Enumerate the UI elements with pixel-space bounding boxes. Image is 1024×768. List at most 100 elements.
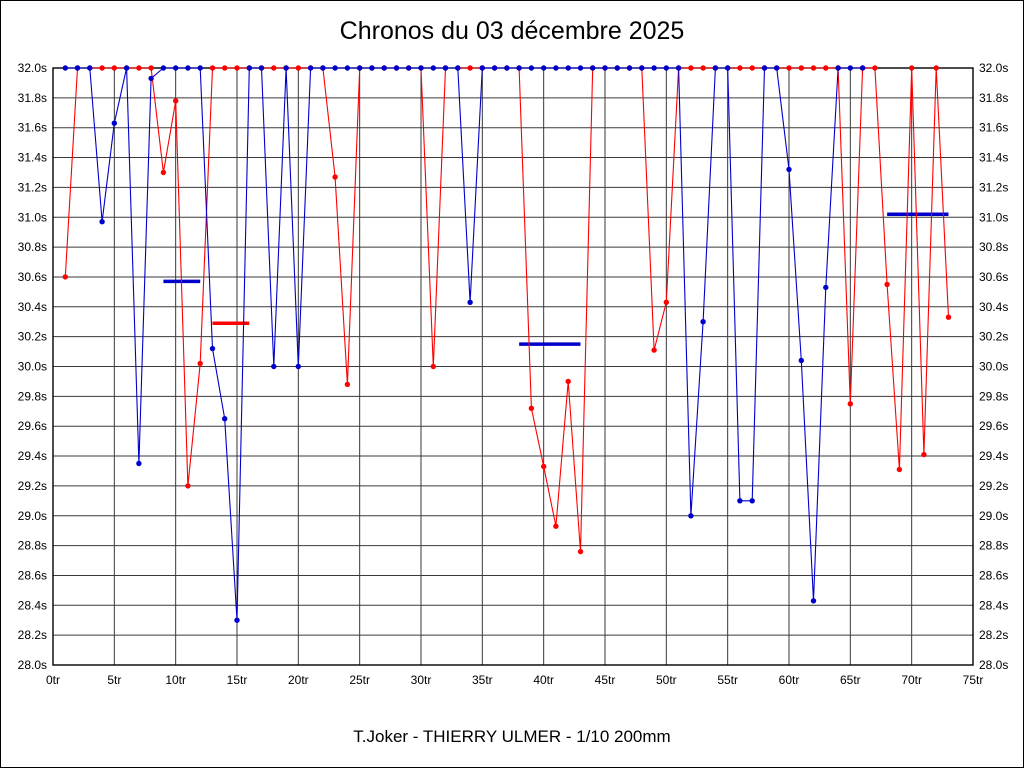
series-blue-driver-point <box>528 65 535 71</box>
x-axis-tick-label: 30tr <box>411 673 432 687</box>
series-red-driver-point <box>651 347 657 353</box>
series-blue-driver-point <box>160 65 167 71</box>
series-blue-driver-point <box>541 65 547 71</box>
series-blue-driver-point <box>737 498 743 504</box>
series-red-driver-point <box>173 98 179 104</box>
series-blue-driver-point <box>148 75 154 82</box>
y-axis-tick-label-left: 30.2s <box>18 330 47 344</box>
series-blue-driver-point <box>455 65 461 71</box>
series-blue-driver-point <box>516 65 522 71</box>
series-blue-driver-point <box>246 65 252 71</box>
x-axis-tick-label: 50tr <box>656 673 677 687</box>
series-blue-driver-point <box>111 120 118 126</box>
series-blue-driver-line <box>65 67 863 621</box>
series-red-driver-point <box>798 65 804 71</box>
series-blue-driver-point <box>491 65 498 71</box>
series-blue-driver-point <box>859 65 866 71</box>
x-axis-tick-label: 75tr <box>963 673 984 687</box>
series-blue-driver-point <box>381 65 387 71</box>
series-blue-driver-point <box>590 65 596 71</box>
x-axis-tick-label: 40tr <box>533 673 554 687</box>
y-axis-tick-label-left: 30.6s <box>18 270 47 284</box>
series-red-driver-point <box>921 451 927 458</box>
y-axis-tick-label-left: 28.2s <box>18 628 47 642</box>
series-red-driver-point <box>847 401 853 407</box>
series-blue-driver-point <box>87 65 93 71</box>
series-blue-driver-point <box>332 65 338 71</box>
series-blue-driver-point <box>74 65 81 71</box>
y-axis-tick-label-right: 31.0s <box>979 210 1008 224</box>
y-axis-tick-label-left: 31.0s <box>18 210 47 224</box>
x-axis-tick-label: 0tr <box>46 673 60 687</box>
series-blue-driver-point <box>847 65 853 71</box>
series-blue-driver-point <box>479 65 485 71</box>
y-axis-tick-label-right: 29.2s <box>979 479 1008 493</box>
y-axis-tick-label-right: 29.0s <box>979 509 1008 523</box>
series-red-driver-point <box>332 174 338 180</box>
y-axis-tick-label-left: 29.4s <box>18 449 47 463</box>
series-red-driver-point <box>541 463 547 470</box>
series-blue-driver-point <box>577 65 584 71</box>
series-blue-driver-point <box>406 65 412 71</box>
series-red-driver-point <box>945 314 952 320</box>
series-blue-driver-point <box>307 65 314 71</box>
series-red-driver-point <box>160 169 167 176</box>
series-red-driver-point <box>896 466 903 473</box>
x-axis-tick-label: 15tr <box>227 673 248 687</box>
series-blue-driver-point <box>774 65 780 71</box>
y-axis-tick-label-right: 29.6s <box>979 419 1008 433</box>
series-blue-driver-point <box>271 363 277 370</box>
y-axis-tick-label-right: 30.0s <box>979 360 1008 374</box>
x-axis-tick-label: 65tr <box>840 673 861 687</box>
x-axis-tick-label: 10tr <box>165 673 186 687</box>
y-axis-tick-label-right: 30.6s <box>979 270 1008 284</box>
series-blue-driver-point <box>688 513 694 519</box>
y-axis-tick-label-right: 31.2s <box>979 180 1008 194</box>
series-red-driver-point <box>111 65 118 71</box>
series-blue-driver-point <box>320 65 326 71</box>
series-red-driver-point <box>528 405 535 411</box>
series-red-driver-point <box>823 65 829 71</box>
series-red-driver-point <box>872 65 878 71</box>
series-red-driver-point <box>197 360 203 367</box>
series-blue-driver-point <box>295 363 301 370</box>
series-red-driver-point <box>136 65 142 71</box>
series-red-driver-point <box>185 483 191 489</box>
y-axis-tick-label-left: 30.4s <box>18 300 47 314</box>
series-red-driver-point <box>99 65 105 71</box>
y-axis-tick-label-right: 31.6s <box>979 121 1008 135</box>
series-blue-driver-point <box>258 65 265 71</box>
series-red-driver-point <box>565 378 571 385</box>
y-axis-tick-label-right: 30.8s <box>979 240 1008 254</box>
series-blue-driver-point <box>823 284 829 291</box>
series-red-driver-point <box>810 65 817 71</box>
y-axis-tick-label-left: 30.8s <box>18 240 47 254</box>
series-red-driver-point <box>737 65 743 71</box>
series-blue-driver-point <box>651 65 657 71</box>
y-axis-tick-label-right: 28.0s <box>979 658 1008 672</box>
series-red-driver-point <box>467 65 473 71</box>
series-blue-driver-point <box>786 166 792 173</box>
series-blue-driver-point <box>565 65 571 71</box>
series-blue-driver-point <box>663 65 669 71</box>
series-blue-driver-point <box>234 617 240 623</box>
series-blue-driver-point <box>222 416 228 422</box>
series-blue-driver-point <box>614 65 620 71</box>
series-red-driver-point <box>344 381 351 388</box>
y-axis-tick-label-right: 29.8s <box>979 389 1008 403</box>
series-blue-driver-point <box>209 345 216 352</box>
series-red-driver-point <box>749 65 755 71</box>
series-blue-driver-point <box>123 65 130 71</box>
series-red-driver-point <box>148 65 154 71</box>
y-axis-tick-label-left: 28.0s <box>18 658 47 672</box>
series-blue-driver-point <box>136 460 142 467</box>
y-axis-tick-label-left: 29.8s <box>18 389 47 403</box>
y-axis-tick-label-right: 29.4s <box>979 449 1008 463</box>
series-blue-driver-point <box>344 65 351 71</box>
series-blue-driver-point <box>700 319 706 325</box>
y-axis-tick-label-right: 28.6s <box>979 568 1008 582</box>
x-axis-tick-label: 70tr <box>901 673 922 687</box>
y-axis-tick-label-left: 31.2s <box>18 180 47 194</box>
y-axis-tick-label-left: 28.8s <box>18 539 47 553</box>
